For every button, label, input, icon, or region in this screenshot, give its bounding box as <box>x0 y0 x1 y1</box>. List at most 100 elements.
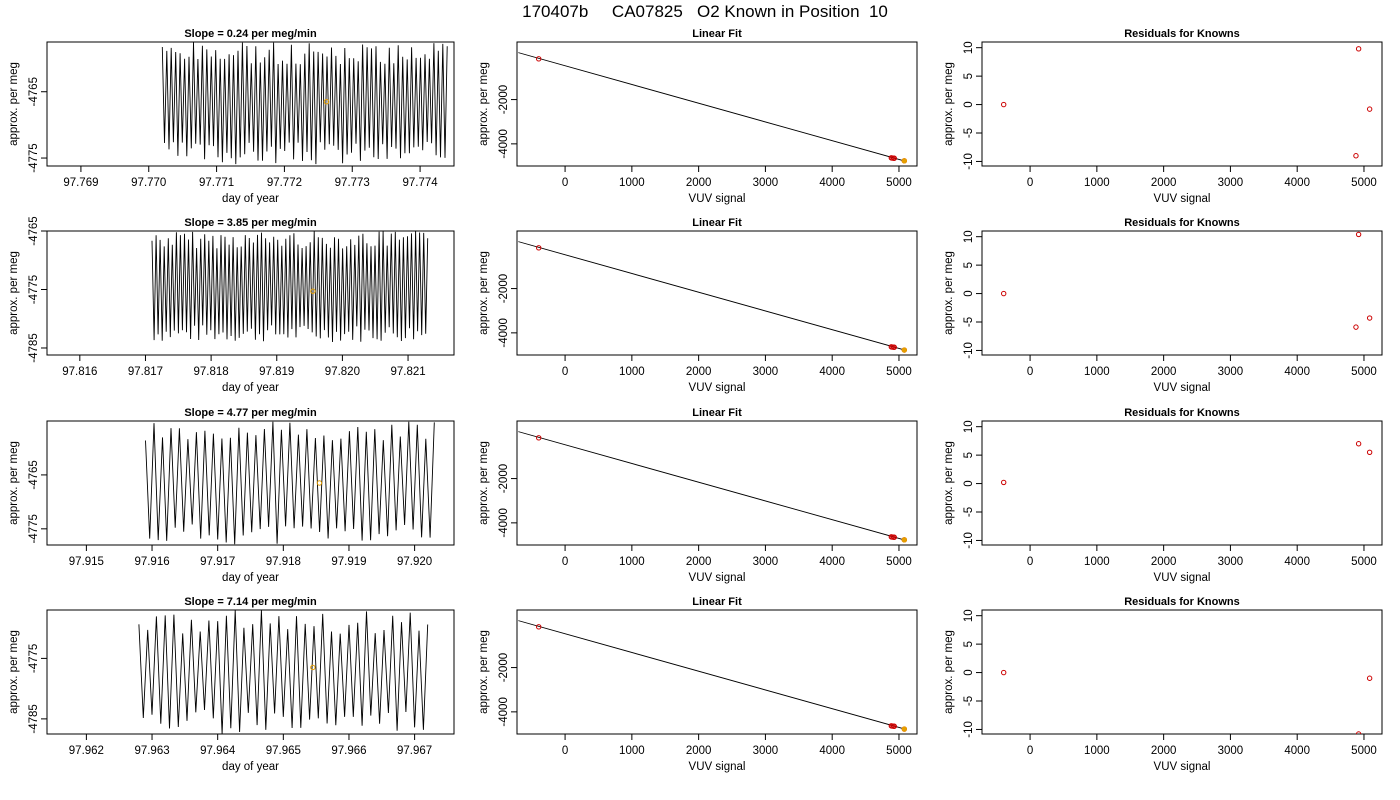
average-point <box>310 288 316 294</box>
unknown-point <box>901 537 908 543</box>
data-point <box>891 723 897 729</box>
x-tick-label: 1000 <box>1084 745 1110 757</box>
panel-r3-c2: Linear Fit 0 1000 2000 3000 4000 5000 -2000 -400… <box>478 407 918 584</box>
x-tick-label: 0 <box>562 177 568 189</box>
panel-title: Linear Fit <box>692 407 742 419</box>
fit-line <box>518 620 905 730</box>
panel-title: Slope = 4.77 per meg/min <box>184 407 317 419</box>
fit-line <box>518 241 905 351</box>
x-tick-label: 0 <box>562 366 568 378</box>
plot-area <box>151 231 429 343</box>
x-tick-label: 97.773 <box>335 177 370 189</box>
x-tick-label: 97.821 <box>390 366 425 378</box>
x-tick-label: 2000 <box>686 556 712 568</box>
x-tick-label: 97.820 <box>325 366 360 378</box>
y-tick-label: -4785 <box>28 704 40 733</box>
plot-area <box>1001 231 1373 330</box>
data-point <box>891 534 897 540</box>
x-tick-label: 97.964 <box>200 745 236 757</box>
y-tick-label: 10 <box>963 41 975 54</box>
unknown-point <box>901 158 908 164</box>
x-axis-label: day of year <box>222 382 279 394</box>
y-axis-label: approx. per meg <box>943 251 955 335</box>
x-tick-label: 1000 <box>619 556 645 568</box>
x-tick-label: 97.967 <box>397 745 432 757</box>
panel-r1-c3: Residuals for Knowns 0 1000 2000 3000 4000 500… <box>943 28 1383 205</box>
plot-frame <box>981 420 1383 546</box>
panel-title: Residuals for Knowns <box>1124 407 1240 419</box>
x-axis-label: VUV signal <box>1154 572 1211 584</box>
figure-title: 170407b CA07825 O2 Known in Position 10 <box>522 2 888 21</box>
panel-title: Linear Fit <box>692 28 742 40</box>
data-point <box>1353 153 1359 159</box>
y-tick-label: -10 <box>963 721 975 738</box>
y-tick-label: -2000 <box>498 653 510 682</box>
data-series-line <box>161 42 448 165</box>
x-tick-label: 97.819 <box>259 366 294 378</box>
panel-title: Residuals for Knowns <box>1124 217 1240 229</box>
panel-r4-c2: Linear Fit 0 1000 2000 3000 4000 5000 -2000 -400… <box>478 596 918 773</box>
x-tick-label: 97.920 <box>397 556 432 568</box>
x-tick-label: 0 <box>1027 366 1033 378</box>
x-axis-label: day of year <box>222 761 279 773</box>
plot-area <box>518 241 908 353</box>
y-tick-label: -2000 <box>498 464 510 493</box>
panel-title: Slope = 7.14 per meg/min <box>184 596 317 608</box>
x-tick-label: 0 <box>1027 556 1033 568</box>
plot-frame <box>516 230 918 356</box>
panel-title: Linear Fit <box>692 217 742 229</box>
x-tick-label: 4000 <box>1284 556 1310 568</box>
plot-frame <box>516 609 918 735</box>
data-series-line <box>138 610 429 734</box>
x-tick-label: 0 <box>1027 177 1033 189</box>
data-point <box>1355 231 1362 238</box>
x-tick-label: 4000 <box>1284 177 1310 189</box>
panel-r2-c2: Linear Fit 0 1000 2000 3000 4000 5000 -2000 -400… <box>478 217 918 394</box>
x-tick-label: 97.816 <box>62 366 97 378</box>
x-tick-label: 3000 <box>1218 177 1244 189</box>
x-tick-label: 4000 <box>1284 366 1310 378</box>
panel-r4-c3: Residuals for Knowns 0 1000 2000 3000 4000 500… <box>943 596 1383 773</box>
y-axis-label: approx. per meg <box>478 441 490 525</box>
y-axis-label: approx. per meg <box>478 251 490 335</box>
x-tick-label: 3000 <box>753 745 779 757</box>
plot-area <box>518 620 908 732</box>
plot-frame <box>46 230 455 356</box>
x-tick-label: 97.966 <box>331 745 366 757</box>
y-axis-label: approx. per meg <box>8 251 20 335</box>
panel-title: Slope = 0.24 per meg/min <box>184 28 317 40</box>
x-tick-label: 5000 <box>1351 745 1377 757</box>
data-point <box>1001 290 1007 297</box>
plot-frame <box>46 609 455 735</box>
y-tick-label: -4785 <box>28 333 40 362</box>
y-axis-label: approx. per meg <box>8 441 20 525</box>
y-tick-label: -10 <box>963 532 975 549</box>
y-tick-label: 5 <box>963 262 975 268</box>
y-tick-label: -4775 <box>28 275 40 304</box>
y-tick-label: 10 <box>963 420 975 433</box>
panel-title: Linear Fit <box>692 596 742 608</box>
x-axis-label: VUV signal <box>689 382 746 394</box>
y-tick-label: 10 <box>963 609 975 622</box>
plot-area <box>518 431 908 543</box>
x-tick-label: 97.919 <box>331 556 366 568</box>
x-tick-label: 2000 <box>686 366 712 378</box>
x-tick-label: 97.962 <box>69 745 104 757</box>
data-point <box>891 344 897 350</box>
plot-frame <box>981 230 1383 356</box>
x-axis-label: VUV signal <box>689 572 746 584</box>
x-tick-label: 2000 <box>1151 366 1177 378</box>
average-point <box>323 98 330 105</box>
x-tick-label: 3000 <box>753 366 779 378</box>
fit-line <box>518 52 905 162</box>
x-tick-label: 1000 <box>619 177 645 189</box>
x-axis-label: day of year <box>222 193 279 205</box>
plot-frame <box>981 609 1383 735</box>
panel-r1-c1: Slope = 0.24 per meg/min 97.769 97.770 97.7… <box>8 28 455 205</box>
average-point <box>310 664 316 671</box>
plot-area <box>145 421 435 545</box>
x-tick-label: 5000 <box>1351 366 1377 378</box>
data-point <box>1366 675 1373 681</box>
y-tick-label: -4775 <box>28 644 40 673</box>
fit-line <box>518 431 905 541</box>
